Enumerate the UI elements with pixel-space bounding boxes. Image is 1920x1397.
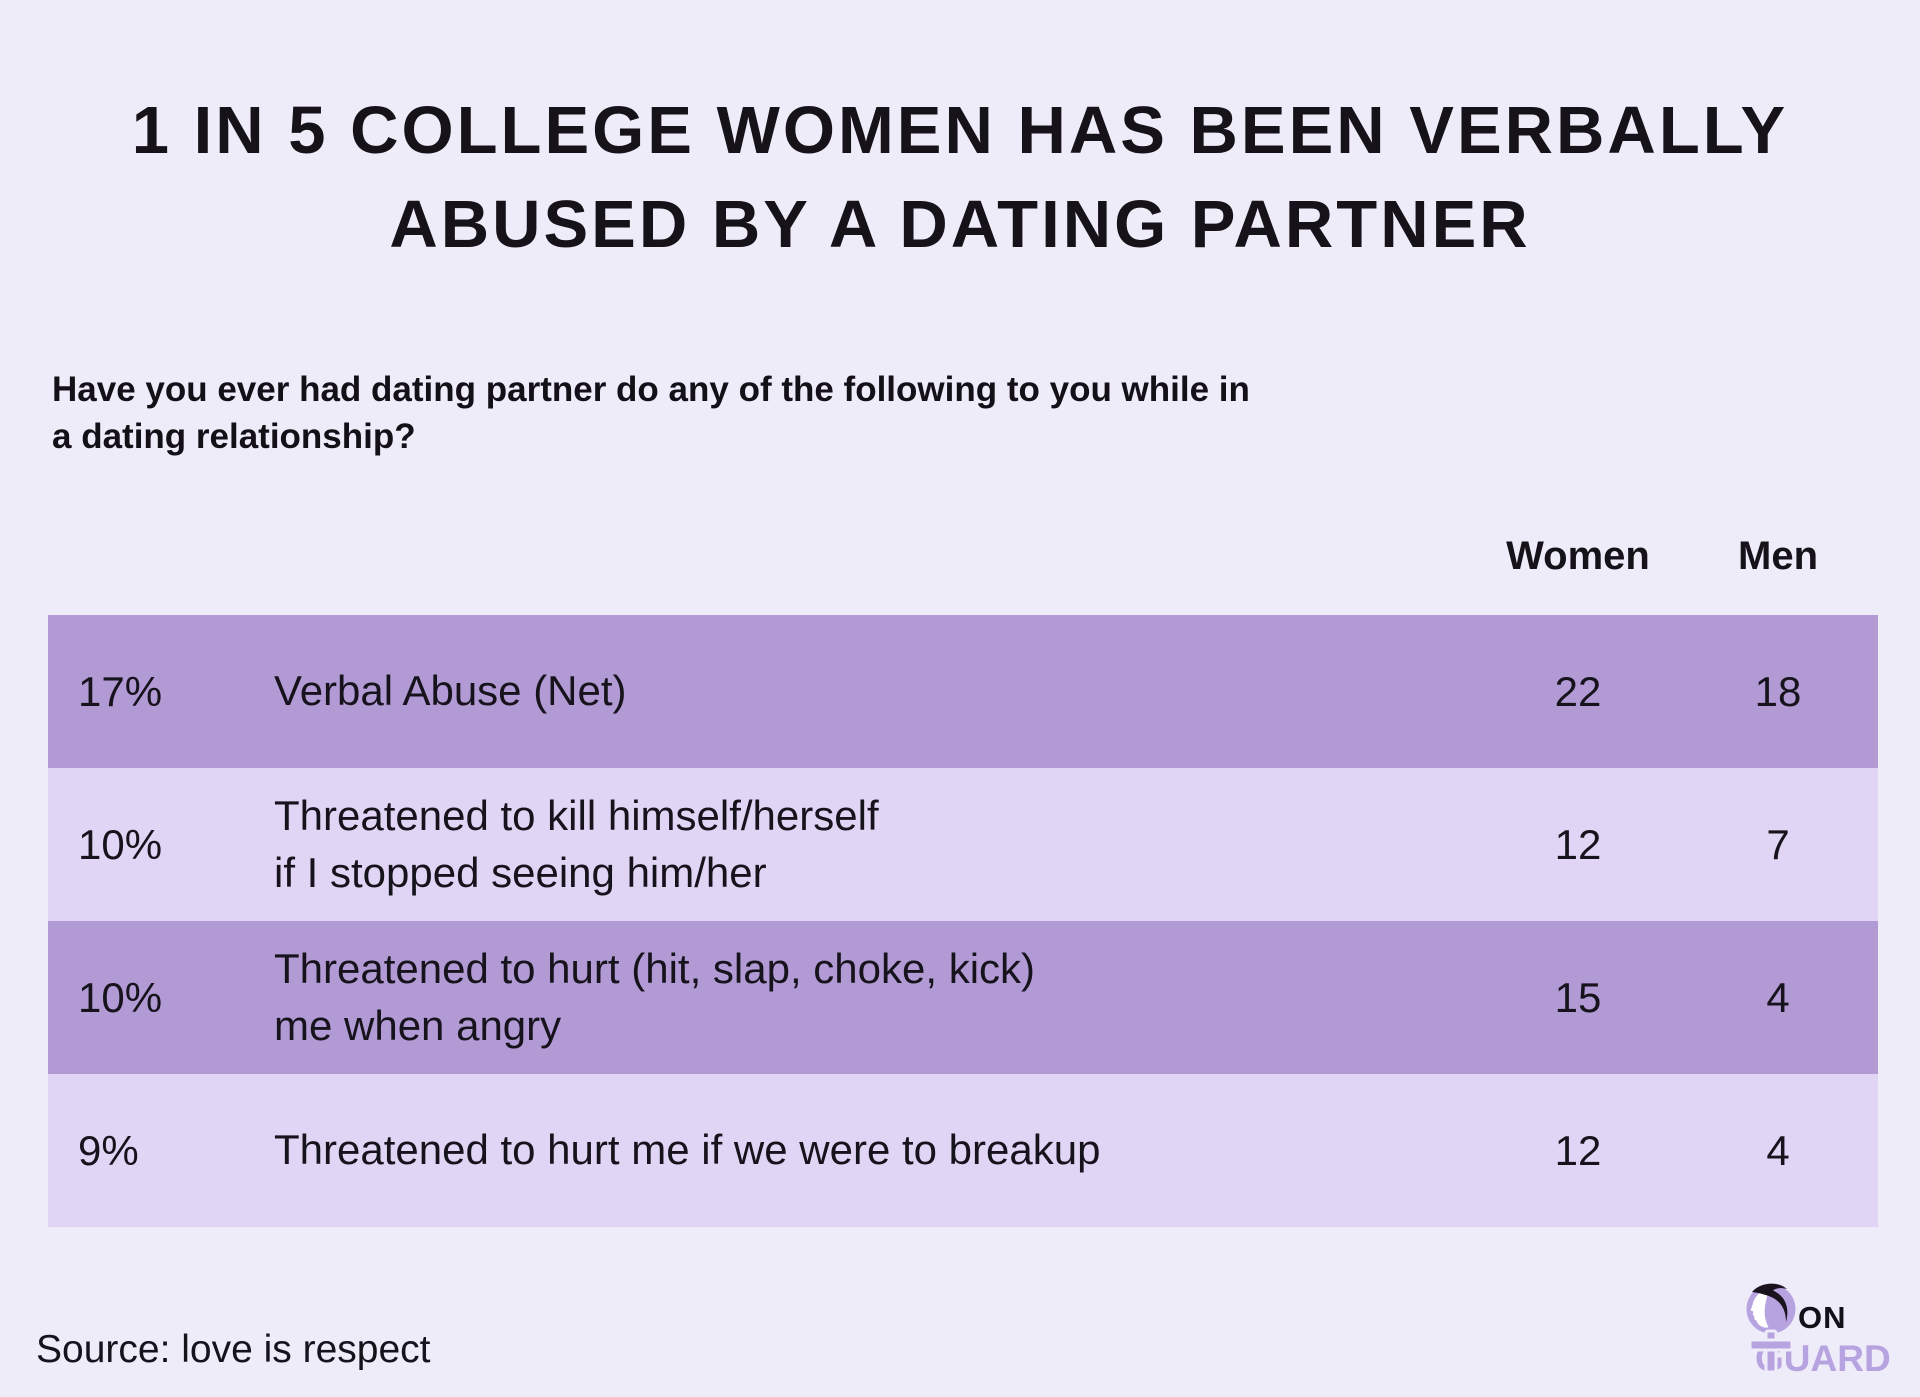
description-cell: Verbal Abuse (Net) xyxy=(274,663,1478,720)
source-text: Source: love is respect xyxy=(36,1328,431,1371)
survey-question: Have you ever had dating partner do any … xyxy=(52,366,1752,460)
table-row: 17% Verbal Abuse (Net) 22 18 xyxy=(48,615,1878,768)
women-value-cell: 12 xyxy=(1554,820,1602,868)
percent-cell: 10% xyxy=(78,820,163,868)
onguard-logo: ON GUARD xyxy=(1735,1282,1920,1396)
description-line: me when angry xyxy=(274,1001,562,1049)
page-title: 1 IN 5 COLLEGE WOMEN HAS BEEN VERBALLY A… xyxy=(0,84,1920,272)
description-line: Threatened to hurt (hit, slap, choke, ki… xyxy=(274,944,1036,992)
title-line-2: ABUSED BY A DATING PARTNER xyxy=(389,187,1531,262)
women-value-cell: 22 xyxy=(1554,667,1602,715)
logo-text-on: ON xyxy=(1798,1300,1847,1335)
table-row: 10% Threatened to kill himself/herself i… xyxy=(48,768,1878,921)
column-header-men: Men xyxy=(1738,534,1818,578)
question-line-2: a dating relationship? xyxy=(52,417,416,456)
table-row: 10% Threatened to hurt (hit, slap, choke… xyxy=(48,921,1878,1074)
description-cell: Threatened to hurt (hit, slap, choke, ki… xyxy=(274,941,1478,1054)
percent-cell: 9% xyxy=(78,1126,139,1174)
description-line: Threatened to hurt me if we were to brea… xyxy=(274,1126,1101,1174)
description-line: if I stopped seeing him/her xyxy=(274,848,767,896)
women-value-cell: 12 xyxy=(1554,1126,1602,1174)
question-line-1: Have you ever had dating partner do any … xyxy=(52,370,1250,409)
percent-cell: 17% xyxy=(78,667,163,715)
men-value-cell: 4 xyxy=(1766,1126,1790,1174)
table-row: 9% Threatened to hurt me if we were to b… xyxy=(48,1074,1878,1227)
column-header-women: Women xyxy=(1506,534,1650,578)
data-table: 17% Verbal Abuse (Net) 22 18 10% Threate… xyxy=(48,615,1878,1227)
logo-text-guard: GUARD xyxy=(1755,1338,1891,1379)
men-value-cell: 18 xyxy=(1754,667,1802,715)
percent-cell: 10% xyxy=(78,973,163,1021)
women-value-cell: 15 xyxy=(1554,973,1602,1021)
description-cell: Threatened to hurt me if we were to brea… xyxy=(274,1122,1478,1179)
description-line: Threatened to kill himself/herself xyxy=(274,791,879,839)
men-value-cell: 4 xyxy=(1766,973,1790,1021)
description-line: Verbal Abuse (Net) xyxy=(274,667,627,715)
men-value-cell: 7 xyxy=(1766,820,1790,868)
description-cell: Threatened to kill himself/herself if I … xyxy=(274,788,1478,901)
title-line-1: 1 IN 5 COLLEGE WOMEN HAS BEEN VERBALLY xyxy=(131,93,1789,168)
